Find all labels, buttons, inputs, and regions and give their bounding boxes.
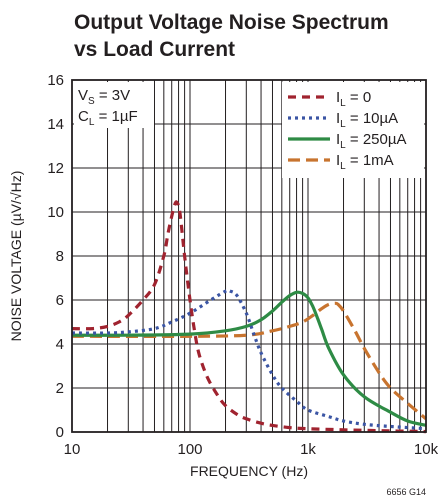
- y-tick-label: 12: [47, 160, 64, 177]
- x-axis-label: FREQUENCY (Hz): [190, 463, 308, 479]
- x-tick-labels: 10 100 1k 10k: [64, 441, 438, 458]
- grid-lines: [72, 80, 426, 432]
- x-tick-label: 10: [64, 441, 81, 458]
- legend-label: IL = 0: [336, 89, 371, 109]
- y-tick-label: 2: [56, 380, 64, 397]
- x-tick-label: 1k: [300, 441, 316, 458]
- annotation-background: [74, 82, 154, 128]
- series-line-2: [71, 288, 427, 431]
- series-line-4: [71, 301, 428, 421]
- y-tick-label: 14: [47, 116, 64, 133]
- series-lines: [71, 200, 428, 434]
- x-tick-label: 10k: [414, 441, 438, 458]
- chart-subtitle: vs Load Current: [74, 38, 235, 61]
- figure-code: 6656 G14: [386, 487, 426, 497]
- plot-frame: [71, 79, 427, 433]
- y-tick-label: 16: [47, 72, 64, 89]
- legend-label: IL = 250µA: [336, 131, 407, 151]
- annotation-text: CL = 1µF: [78, 108, 138, 128]
- legend-label: IL = 1mA: [336, 152, 394, 172]
- y-tick-label: 8: [56, 248, 64, 265]
- series-line-3: [71, 290, 427, 427]
- x-tick-label: 100: [177, 441, 202, 458]
- y-tick-label: 6: [56, 292, 64, 309]
- y-tick-label: 4: [56, 336, 64, 353]
- annotation-text: VS = 3V: [78, 87, 130, 107]
- y-tick-labels: 0 2 4 6 8 10 12 14 16: [47, 72, 64, 441]
- chart-title: Output Voltage Noise Spectrum: [74, 11, 389, 34]
- y-axis-label: NOISE VOLTAGE (µV/√Hz): [8, 171, 24, 342]
- series-line-1: [71, 200, 427, 434]
- y-tick-label: 10: [47, 204, 64, 221]
- y-tick-label: 0: [56, 424, 64, 441]
- legend-label: IL = 10µA: [336, 110, 398, 130]
